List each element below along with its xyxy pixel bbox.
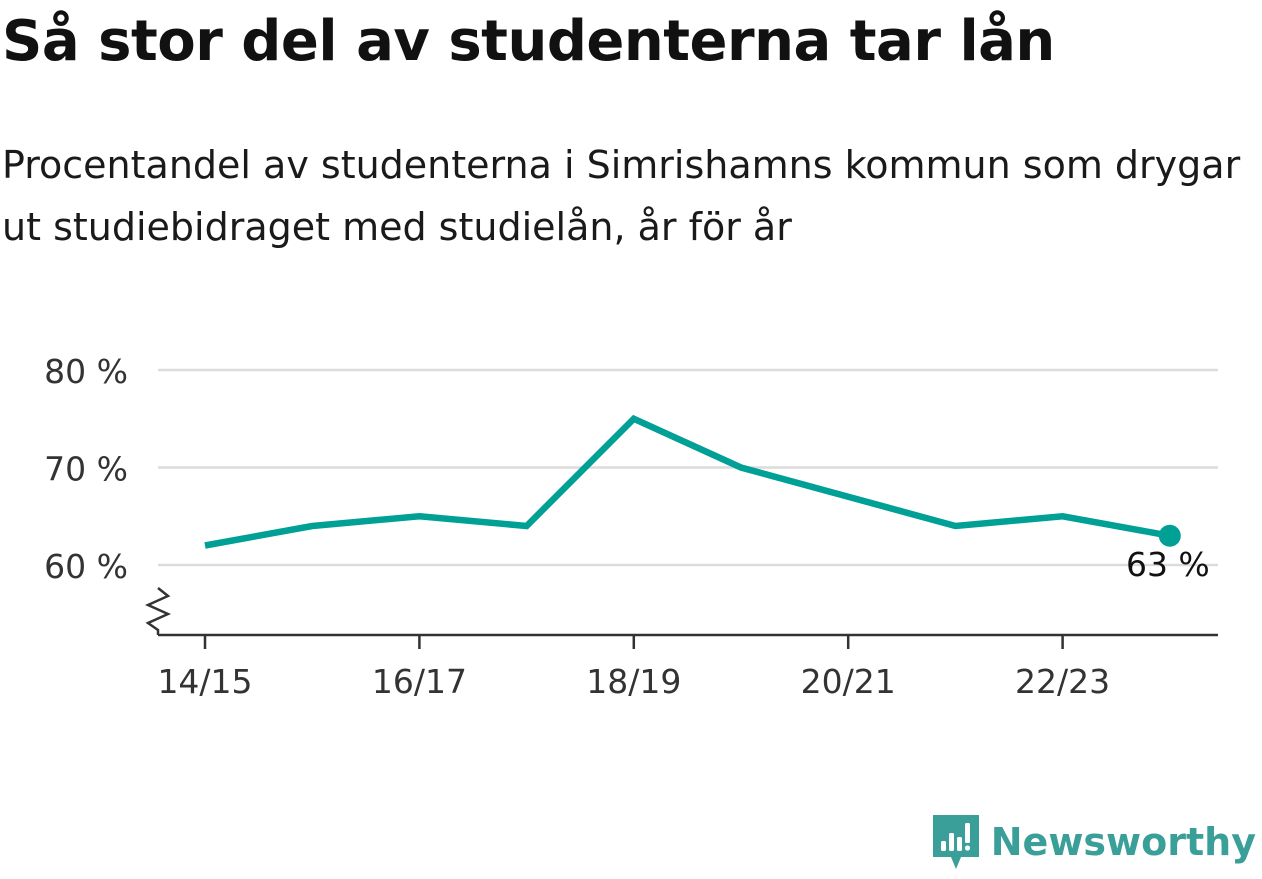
data-points xyxy=(204,418,1181,547)
x-tick-label: 14/15 xyxy=(157,662,252,701)
chart-subtitle: Procentandel av studenterna i Simrishamn… xyxy=(2,143,1241,249)
y-tick-label: 70 % xyxy=(44,450,128,489)
axis-break-icon xyxy=(144,587,172,635)
x-tick-label: 22/23 xyxy=(1015,662,1110,701)
end-point-marker xyxy=(1158,524,1181,547)
brand-name: Newsworthy xyxy=(990,820,1256,864)
series-line xyxy=(204,414,1171,549)
chart-title: Så stor del av studenterna tar lån xyxy=(2,9,1055,74)
x-tick-label: 20/21 xyxy=(801,662,896,701)
y-axis-tick-labels: 60 % 70 % 80 % xyxy=(44,352,128,586)
y-tick-label: 60 % xyxy=(44,547,128,586)
gridlines xyxy=(158,368,1218,567)
end-value-label: 63 % xyxy=(1126,545,1210,584)
x-tick-label: 16/17 xyxy=(372,662,467,701)
series xyxy=(204,414,1171,549)
x-axis xyxy=(144,587,1218,637)
newsworthy-logo: Newsworthy xyxy=(931,813,1256,871)
x-axis-ticks: 14/15 16/17 18/19 20/21 22/23 xyxy=(157,635,1110,701)
x-tick-label: 18/19 xyxy=(586,662,681,701)
newsworthy-logo-icon xyxy=(932,815,979,869)
y-tick-label: 80 % xyxy=(44,352,128,391)
